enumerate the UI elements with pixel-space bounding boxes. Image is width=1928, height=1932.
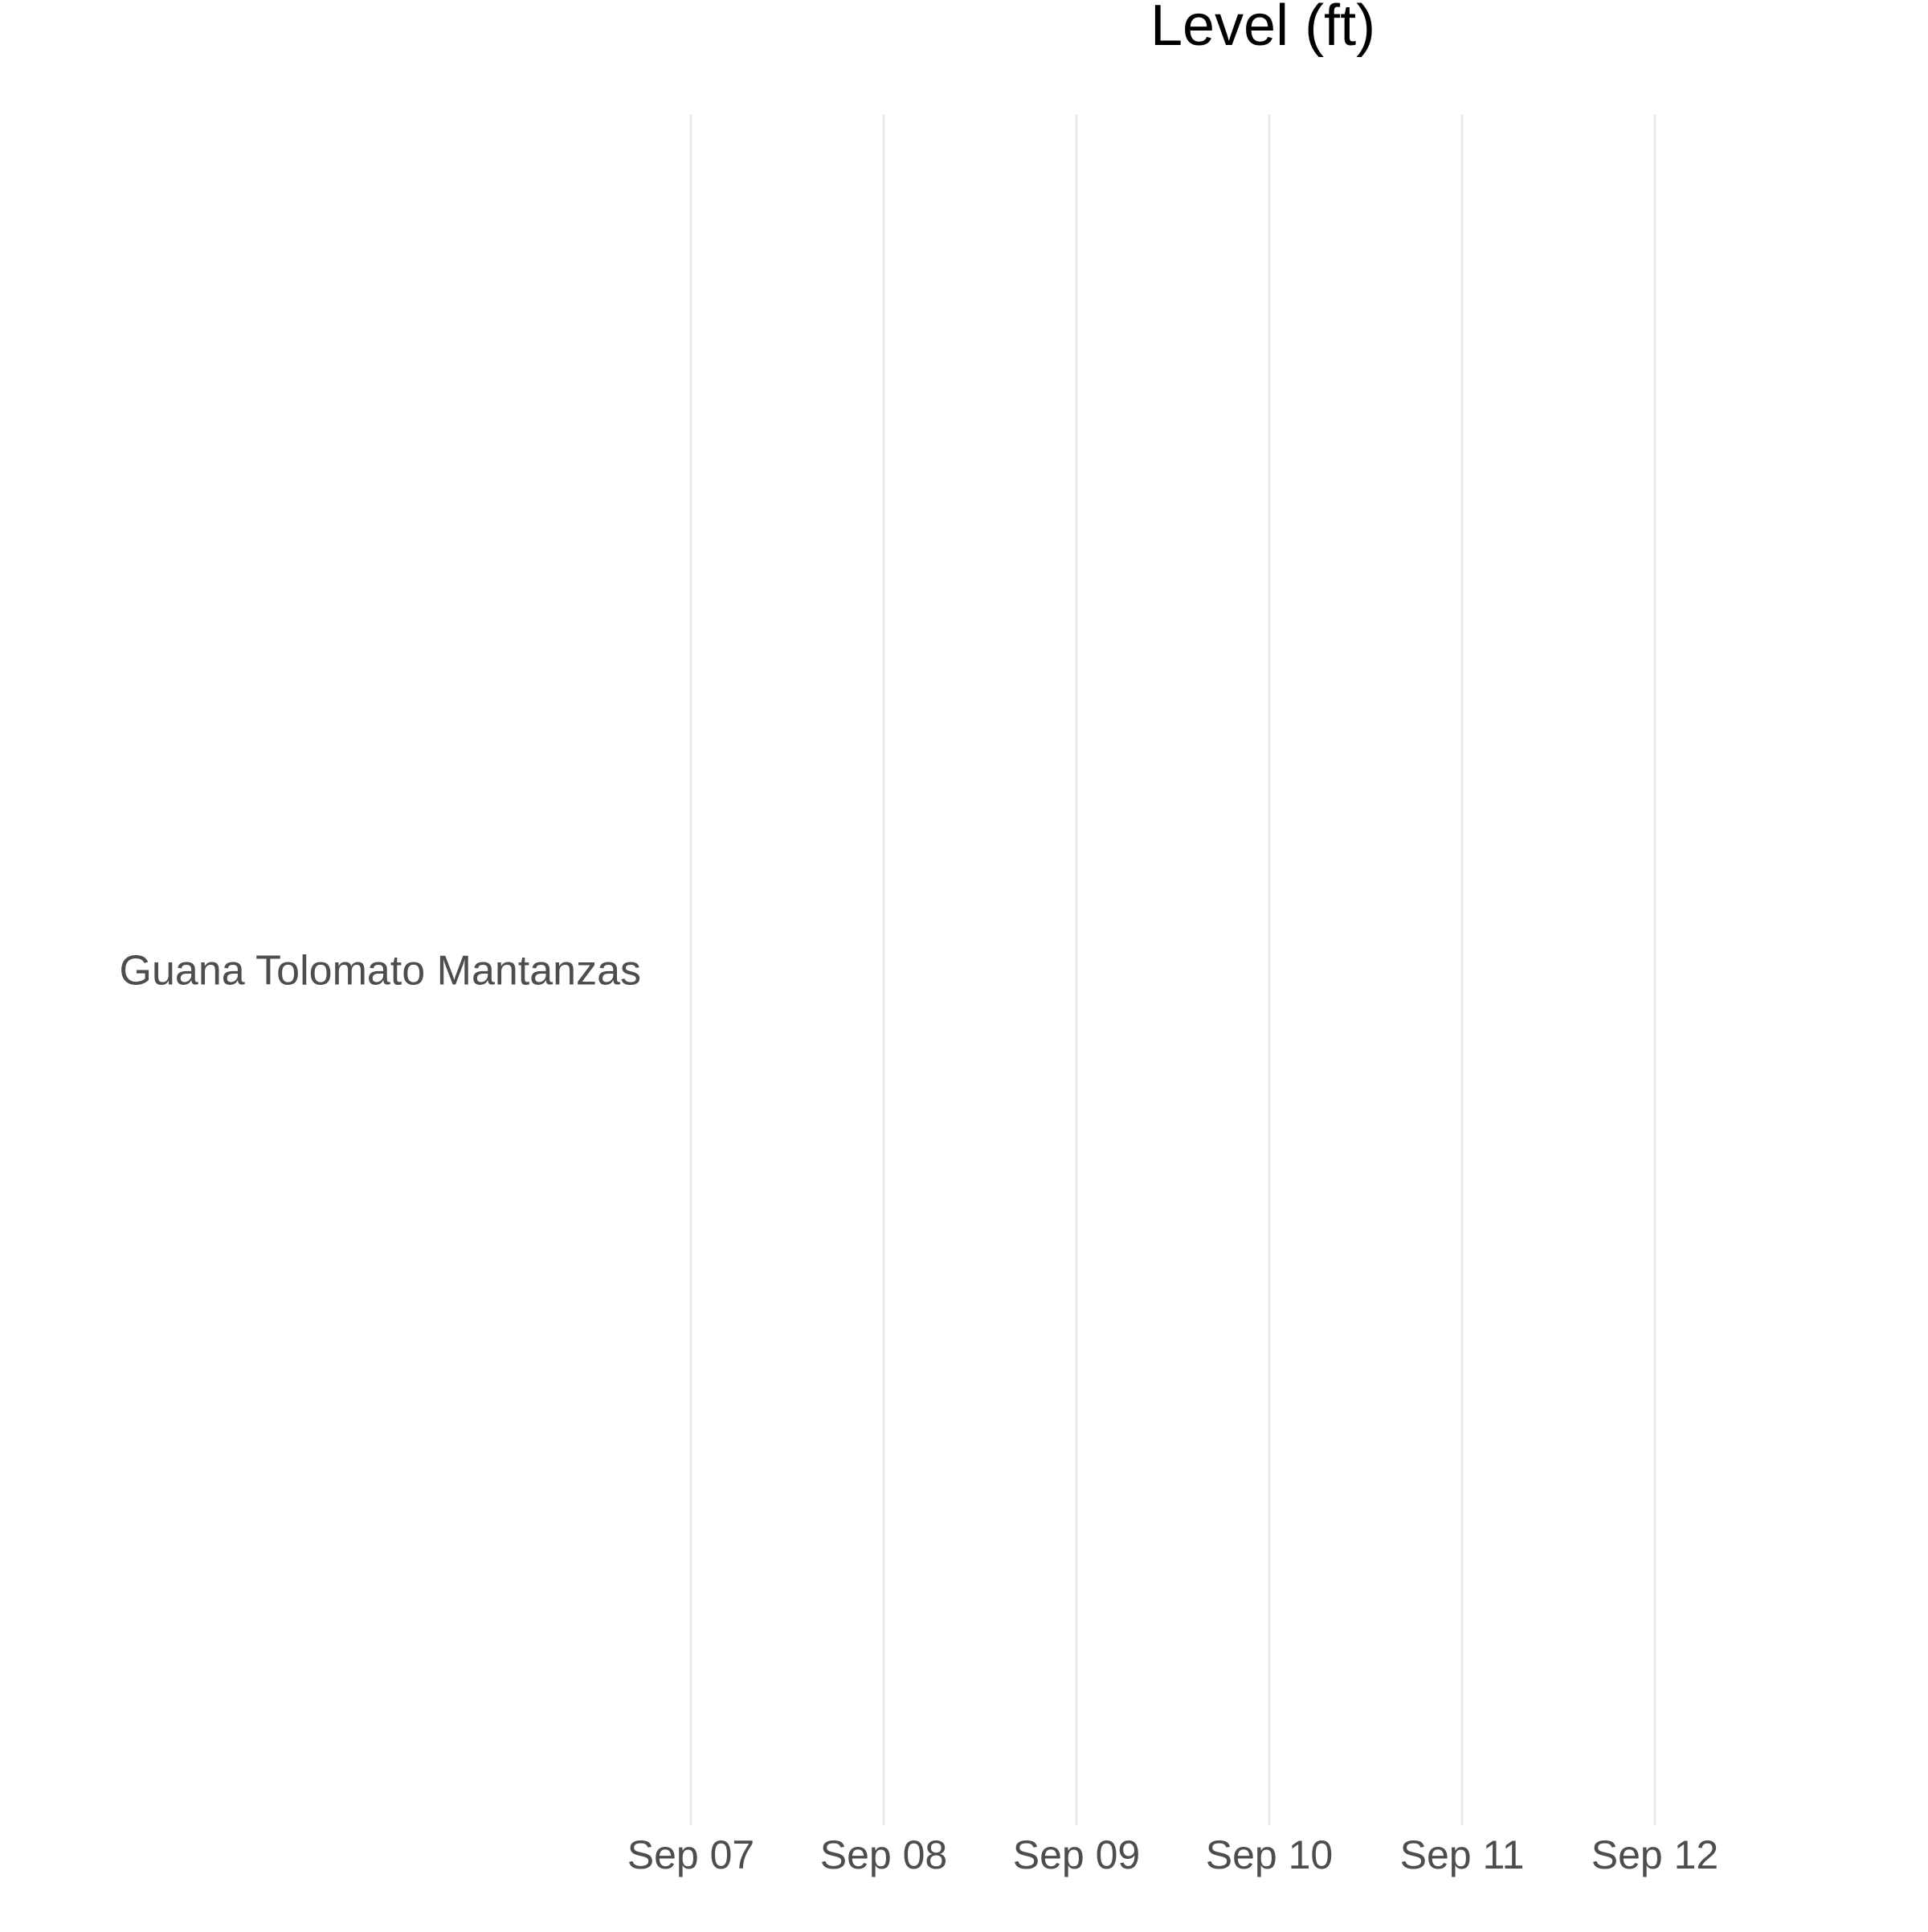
x-tick-label: Sep 08 [820,1832,947,1877]
grid-layer [689,115,1656,1825]
x-tick-label: Sep 12 [1591,1832,1718,1877]
y-axis-labels: Guana Tolomato Mantanzas [120,948,641,995]
x-tick-label: Sep 09 [1013,1832,1140,1877]
y-category-label: Guana Tolomato Mantanzas [120,948,641,995]
chart-title: Level (ft) [1150,0,1375,58]
x-tick-label: Sep 07 [627,1832,754,1877]
x-tick-label: Sep 10 [1206,1832,1333,1877]
x-tick-label: Sep 11 [1400,1832,1525,1877]
x-axis-tick-labels: Sep 07 Sep 08 Sep 09 Sep 10 Sep 11 Sep 12 [627,1832,1718,1877]
